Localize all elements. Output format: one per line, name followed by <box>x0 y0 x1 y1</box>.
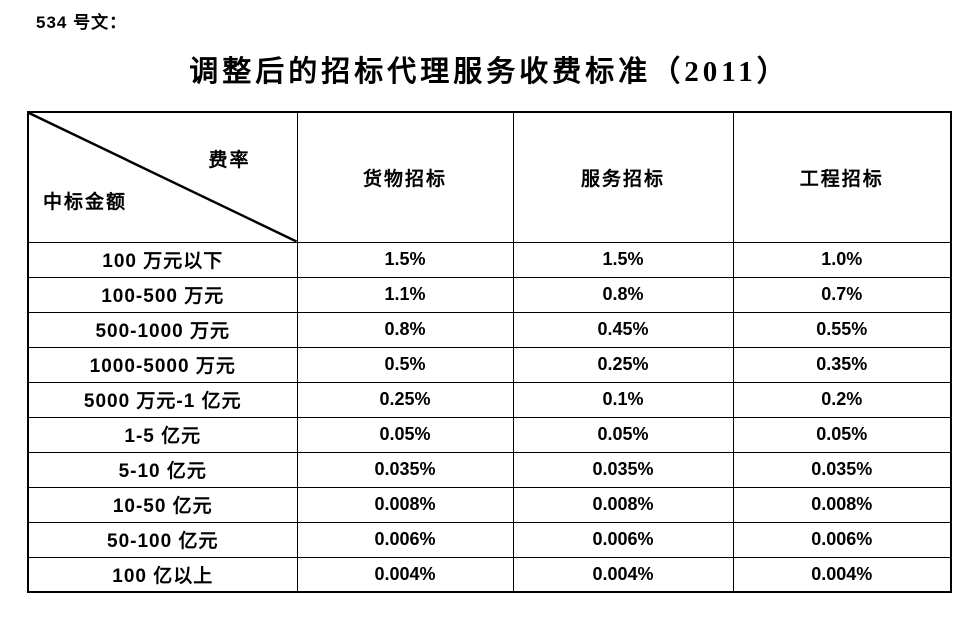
fee-rate-cell: 0.05% <box>296 416 514 453</box>
table-row: 100 亿以上 0.004% 0.004% 0.004% <box>27 556 952 593</box>
fee-rate-cell: 0.004% <box>512 556 734 593</box>
table-row: 5-10 亿元 0.035% 0.035% 0.035% <box>27 451 952 488</box>
table-row: 500-1000 万元 0.8% 0.45% 0.55% <box>27 311 952 348</box>
amount-range-cell: 5000 万元-1 亿元 <box>27 381 298 418</box>
corner-label-rate: 费率 <box>208 150 251 171</box>
fee-rate-cell: 0.7% <box>732 276 952 313</box>
fee-rate-cell: 0.004% <box>732 556 952 593</box>
amount-range-cell: 1000-5000 万元 <box>27 346 298 383</box>
fee-rate-cell: 0.008% <box>296 486 514 523</box>
amount-range-cell: 100 万元以下 <box>27 241 298 278</box>
fee-rate-cell: 0.35% <box>732 346 952 383</box>
fee-rate-cell: 1.0% <box>732 241 952 278</box>
fee-rate-cell: 0.45% <box>512 311 734 348</box>
fee-rate-cell: 0.1% <box>512 381 734 418</box>
fee-rate-cell: 0.006% <box>512 521 734 558</box>
fee-rate-cell: 0.004% <box>296 556 514 593</box>
amount-range-cell: 1-5 亿元 <box>27 416 298 453</box>
fee-rate-cell: 0.035% <box>512 451 734 488</box>
fee-rate-cell: 0.035% <box>296 451 514 488</box>
fee-rate-cell: 1.5% <box>296 241 514 278</box>
header-diagonal-line <box>29 113 296 241</box>
corner-header-cell: 费率 中标金额 <box>27 111 298 243</box>
fee-rate-table: 费率 中标金额 货物招标 服务招标 工程招标 100 万元以下 1.5% 1.5% 1… <box>27 111 952 593</box>
doc-number-label: 534 号文： <box>36 13 128 32</box>
table-row: 100-500 万元 1.1% 0.8% 0.7% <box>27 276 952 313</box>
table-row: 100 万元以下 1.5% 1.5% 1.0% <box>27 241 952 278</box>
col-header-engineering-bidding: 工程招标 <box>732 111 952 243</box>
col-header-service-bidding: 服务招标 <box>512 111 734 243</box>
amount-range-cell: 500-1000 万元 <box>27 311 298 348</box>
fee-rate-cell: 0.25% <box>512 346 734 383</box>
amount-range-cell: 100 亿以上 <box>27 556 298 593</box>
fee-rate-cell: 0.8% <box>296 311 514 348</box>
table-body: 100 万元以下 1.5% 1.5% 1.0% 100-500 万元 1.1% 0.8% 0.… <box>27 241 952 593</box>
col-header-goods-bidding: 货物招标 <box>296 111 514 243</box>
amount-range-cell: 50-100 亿元 <box>27 521 298 558</box>
fee-rate-cell: 0.006% <box>732 521 952 558</box>
fee-rate-cell: 0.2% <box>732 381 952 418</box>
fee-rate-cell: 0.5% <box>296 346 514 383</box>
page-title: 调整后的招标代理服务收费标准（2011） <box>189 56 790 88</box>
fee-rate-cell: 0.25% <box>296 381 514 418</box>
table-row: 50-100 亿元 0.006% 0.006% 0.006% <box>27 521 952 558</box>
table-row: 10-50 亿元 0.008% 0.008% 0.008% <box>27 486 952 523</box>
table-row: 5000 万元-1 亿元 0.25% 0.1% 0.2% <box>27 381 952 418</box>
amount-range-cell: 5-10 亿元 <box>27 451 298 488</box>
fee-rate-cell: 0.05% <box>512 416 734 453</box>
fee-rate-cell: 0.035% <box>732 451 952 488</box>
fee-rate-cell: 0.006% <box>296 521 514 558</box>
fee-rate-cell: 0.8% <box>512 276 734 313</box>
table-row: 1000-5000 万元 0.5% 0.25% 0.35% <box>27 346 952 383</box>
corner-label-amount: 中标金额 <box>43 191 128 213</box>
fee-rate-cell: 0.55% <box>732 311 952 348</box>
table-row: 1-5 亿元 0.05% 0.05% 0.05% <box>27 416 952 453</box>
fee-rate-cell: 0.008% <box>512 486 734 523</box>
fee-rate-cell: 0.008% <box>732 486 952 523</box>
fee-rate-cell: 1.1% <box>296 276 514 313</box>
table-header-row: 费率 中标金额 货物招标 服务招标 工程招标 <box>27 111 952 243</box>
amount-range-cell: 100-500 万元 <box>27 276 298 313</box>
fee-rate-cell: 0.05% <box>732 416 952 453</box>
fee-rate-cell: 1.5% <box>512 241 734 278</box>
amount-range-cell: 10-50 亿元 <box>27 486 298 523</box>
